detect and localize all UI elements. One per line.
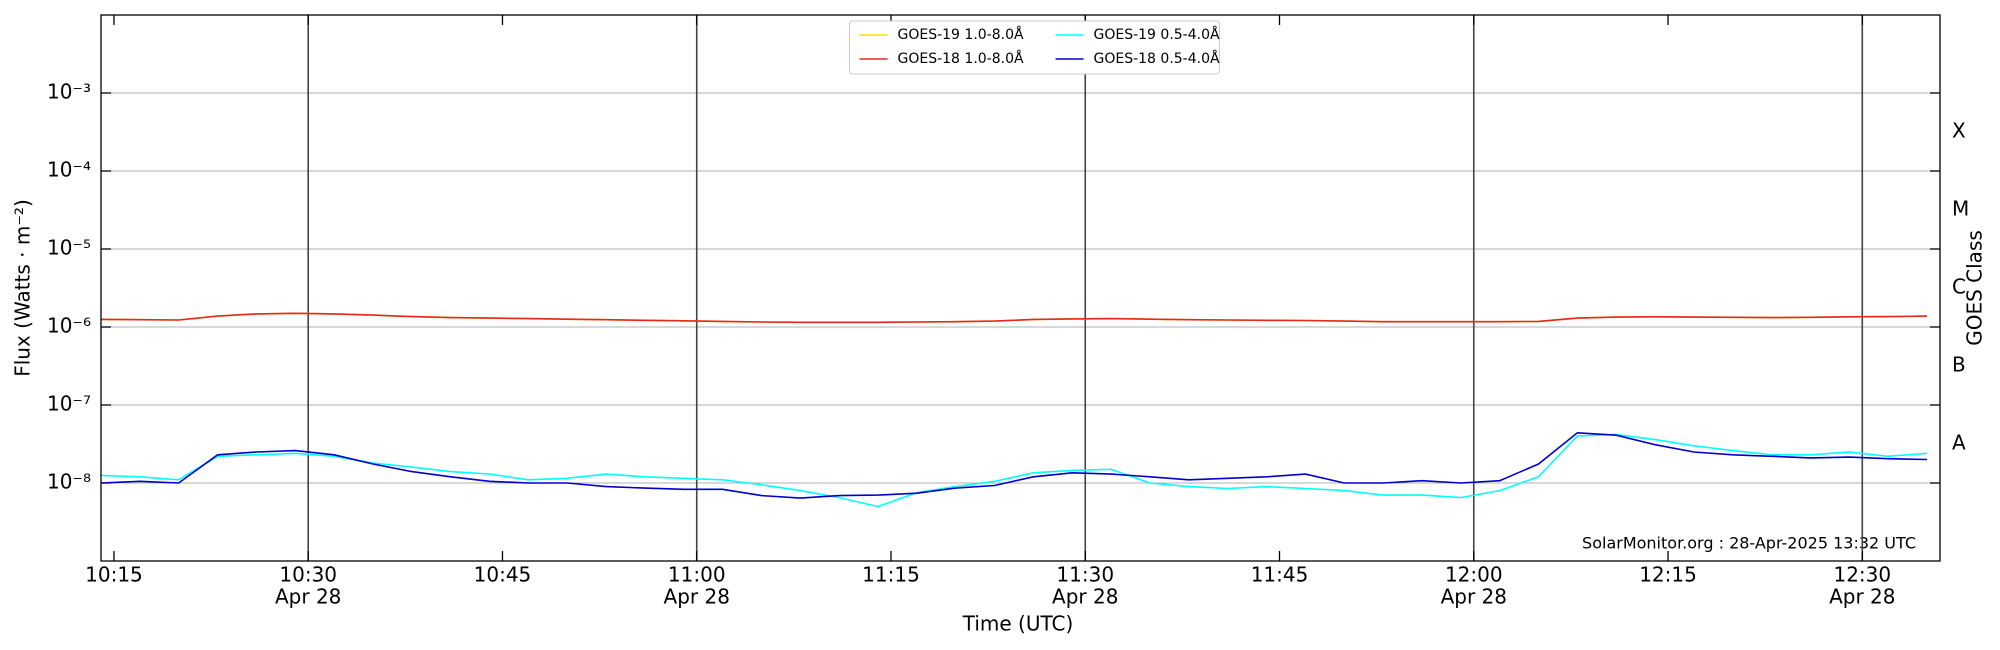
y-tick-label: 10⁻⁷: [47, 392, 91, 416]
y2-tick-label: M: [1952, 197, 1969, 221]
y-tick-label: 10⁻⁴: [47, 158, 91, 182]
x-tick-date: Apr 28: [1052, 585, 1118, 609]
x-tick-label: 11:30: [1056, 563, 1114, 587]
x-tick-label: 10:15: [85, 563, 143, 587]
y-tick-label: 10⁻⁵: [47, 236, 91, 260]
x-tick-date: Apr 28: [1829, 585, 1895, 609]
series-line: [100, 431, 1928, 499]
x-tick-label: 10:45: [474, 563, 532, 587]
plot-frame: [100, 14, 1941, 562]
legend-box: [849, 20, 1220, 75]
y2-axis-label: GOES Class: [1963, 230, 1987, 346]
y2-tick-label: B: [1952, 353, 1966, 377]
x-tick-date: Apr 28: [275, 585, 341, 609]
legend-label: GOES-18 1.0-8.0Å: [898, 50, 1024, 67]
y2-tick-label: C: [1952, 275, 1966, 299]
x-tick-label: 12:00: [1445, 563, 1503, 587]
legend-label: GOES-19 0.5-4.0Å: [1094, 26, 1220, 43]
x-tick-label: 12:30: [1833, 563, 1891, 587]
x-axis-label: Time (UTC): [962, 612, 1074, 636]
x-tick-date: Apr 28: [664, 585, 730, 609]
x-tick-label: 11:45: [1251, 563, 1309, 587]
y2-tick-label: A: [1952, 431, 1966, 455]
y-tick-label: 10⁻⁶: [47, 314, 91, 338]
x-tick-label: 10:30: [279, 563, 337, 587]
series-line: [100, 433, 1928, 508]
series-line: [100, 312, 1928, 324]
x-tick-label: 11:15: [862, 563, 920, 587]
x-tick-label: 12:15: [1639, 563, 1697, 587]
y-tick-label: 10⁻³: [47, 80, 91, 104]
x-tick-date: Apr 28: [1441, 585, 1507, 609]
x-tick-label: 11:00: [668, 563, 726, 587]
legend-label: GOES-18 0.5-4.0Å: [1094, 50, 1220, 67]
y-tick-label: 10⁻⁸: [47, 470, 91, 494]
annotation: SolarMonitor.org : 28-Apr-2025 13:32 UTC: [1582, 534, 1916, 553]
y-axis-label: Flux (Watts · m⁻²): [11, 199, 35, 377]
legend-label: GOES-19 1.0-8.0Å: [898, 26, 1024, 43]
y2-tick-label: X: [1952, 119, 1966, 143]
